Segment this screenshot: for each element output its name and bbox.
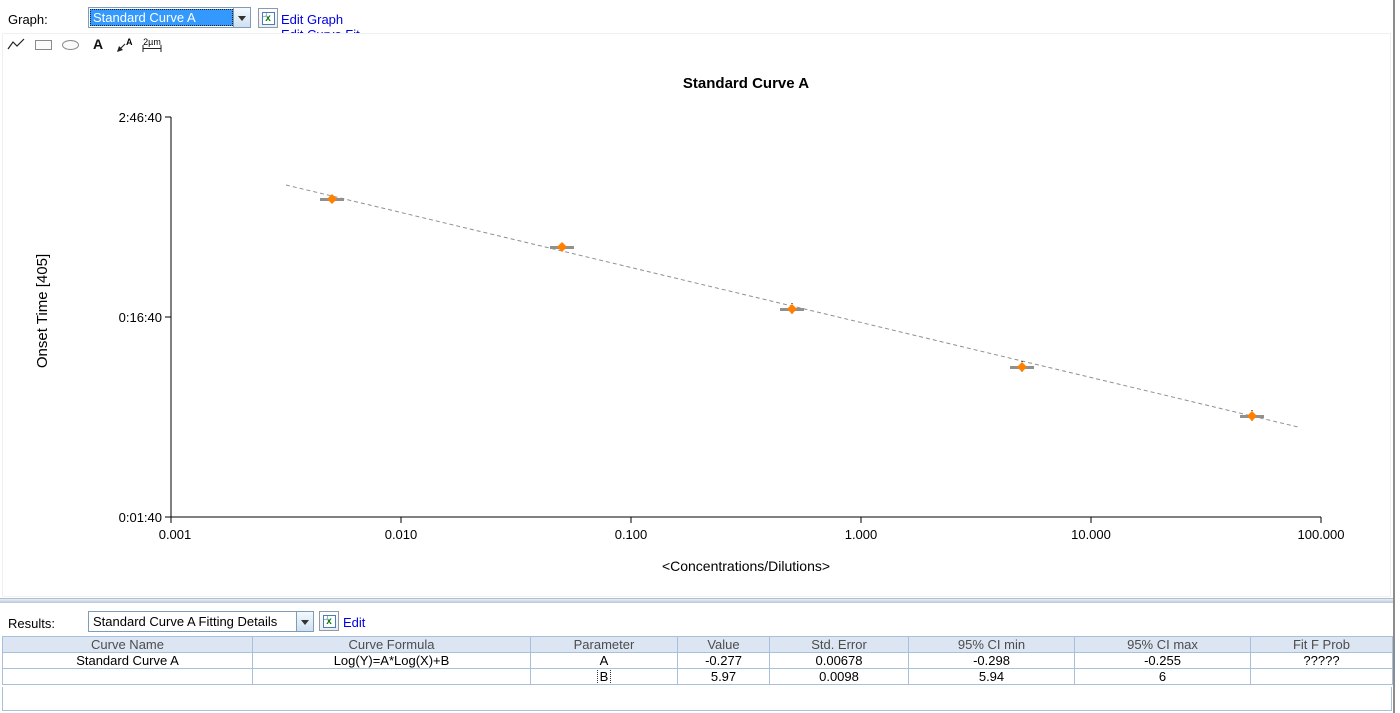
col-header-ci-min[interactable]: 95% CI min <box>908 636 1075 653</box>
col-header-curve-name[interactable]: Curve Name <box>2 636 253 653</box>
table-header-row: Curve Name Curve Formula Parameter Value… <box>2 636 1393 653</box>
data-point[interactable] <box>1010 361 1034 373</box>
data-point[interactable] <box>780 303 804 315</box>
x-tick-label: 0.001 <box>159 527 192 542</box>
results-dropdown-label: Results: <box>8 616 55 631</box>
export-excel-graph-button[interactable]: x <box>258 8 278 28</box>
graph-select-dropdown-button[interactable] <box>233 8 250 27</box>
chart-title: Standard Curve A <box>683 75 809 92</box>
diamond-marker <box>787 304 797 314</box>
cell-curve-name[interactable]: Standard Curve A <box>2 652 253 669</box>
graph-select[interactable]: Standard Curve A <box>88 7 251 28</box>
y-tick-label: 2:46:40 <box>119 110 162 125</box>
cell-ci-max[interactable]: -0.255 <box>1074 652 1251 669</box>
x-tick-label: 0.010 <box>385 527 418 542</box>
cell-std-error[interactable]: 0.00678 <box>769 652 909 669</box>
window-right-border <box>1393 0 1395 713</box>
cell-fit-f-prob[interactable] <box>1250 668 1393 685</box>
cell-std-error[interactable]: 0.0098 <box>769 668 909 685</box>
col-header-fit-f-prob[interactable]: Fit F Prob <box>1250 636 1393 653</box>
cell-value[interactable]: -0.277 <box>677 652 770 669</box>
y-axis-title: Onset Time [405] <box>34 254 51 368</box>
results-select-dropdown-button[interactable] <box>296 612 313 631</box>
cell-value[interactable]: 5.97 <box>677 668 770 685</box>
results-select[interactable]: Standard Curve A Fitting Details <box>88 611 314 632</box>
excel-icon: x <box>322 614 336 628</box>
x-tick-label: 1.000 <box>845 527 878 542</box>
annotation-arrow-icon[interactable]: A <box>114 36 136 53</box>
col-header-value[interactable]: Value <box>677 636 770 653</box>
cell-curve-formula[interactable]: Log(Y)=A*Log(X)+B <box>252 652 531 669</box>
draw-rectangle-icon[interactable] <box>33 36 55 53</box>
svg-text:2µm: 2µm <box>143 37 161 47</box>
col-header-curve-formula[interactable]: Curve Formula <box>252 636 531 653</box>
cell-ci-max[interactable]: 6 <box>1074 668 1251 685</box>
text-tool-icon[interactable]: A <box>92 36 104 52</box>
x-tick-label: 100.000 <box>1298 527 1345 542</box>
graph-select-value: Standard Curve A <box>90 9 233 26</box>
diamond-marker <box>327 194 337 204</box>
cell-parameter[interactable]: A <box>530 652 678 669</box>
col-header-parameter[interactable]: Parameter <box>530 636 678 653</box>
svg-text:A: A <box>126 37 133 47</box>
diamond-marker <box>1017 362 1027 372</box>
panel-separator <box>0 598 1393 603</box>
x-tick-label: 0.100 <box>615 527 648 542</box>
col-header-std-error[interactable]: Std. Error <box>769 636 909 653</box>
draw-ellipse-icon[interactable] <box>60 36 82 53</box>
focused-cell-text: B <box>596 669 612 684</box>
cell-fit-f-prob[interactable]: ????? <box>1250 652 1393 669</box>
y-tick-label: 0:01:40 <box>119 510 162 525</box>
cell-ci-min[interactable]: -0.298 <box>908 652 1075 669</box>
graph-dropdown-label: Graph: <box>8 12 48 27</box>
cell-parameter[interactable]: B <box>530 668 678 685</box>
excel-icon: x <box>261 11 275 25</box>
fitting-details-table: Curve Name Curve Formula Parameter Value… <box>2 636 1393 685</box>
edit-graph-link[interactable]: Edit Graph <box>281 12 344 27</box>
scale-bar-icon[interactable]: 2µm <box>141 36 163 53</box>
cell-ci-min[interactable]: 5.94 <box>908 668 1075 685</box>
export-excel-results-button[interactable]: x <box>319 611 339 631</box>
data-point[interactable] <box>320 194 344 204</box>
draw-line-icon[interactable] <box>6 36 28 53</box>
cell-curve-formula[interactable] <box>252 668 531 685</box>
data-point[interactable] <box>550 242 574 252</box>
edit-results-link[interactable]: Edit <box>343 615 366 630</box>
x-axis-title: <Concentrations/Dilutions> <box>662 558 830 574</box>
results-select-value: Standard Curve A Fitting Details <box>93 614 278 629</box>
graph-panel: A A 2µm Standard Curve A <box>2 33 1391 597</box>
table-row: Standard Curve A Log(Y)=A*Log(X)+B A -0.… <box>2 652 1393 669</box>
drawing-toolbar: A A 2µm <box>6 36 163 53</box>
data-point[interactable] <box>1240 410 1264 422</box>
col-header-ci-max[interactable]: 95% CI max <box>1074 636 1251 653</box>
table-empty-area <box>2 687 1392 711</box>
y-tick-label: 0:16:40 <box>119 310 162 325</box>
cell-curve-name[interactable] <box>2 668 253 685</box>
diamond-marker <box>557 242 567 252</box>
x-tick-label: 10.000 <box>1071 527 1111 542</box>
diamond-marker <box>1247 411 1257 421</box>
table-row: B 5.97 0.0098 5.94 6 <box>2 668 1393 685</box>
standard-curve-chart: Standard Curve A Onset Time [405] 2:46:4… <box>34 75 1345 574</box>
